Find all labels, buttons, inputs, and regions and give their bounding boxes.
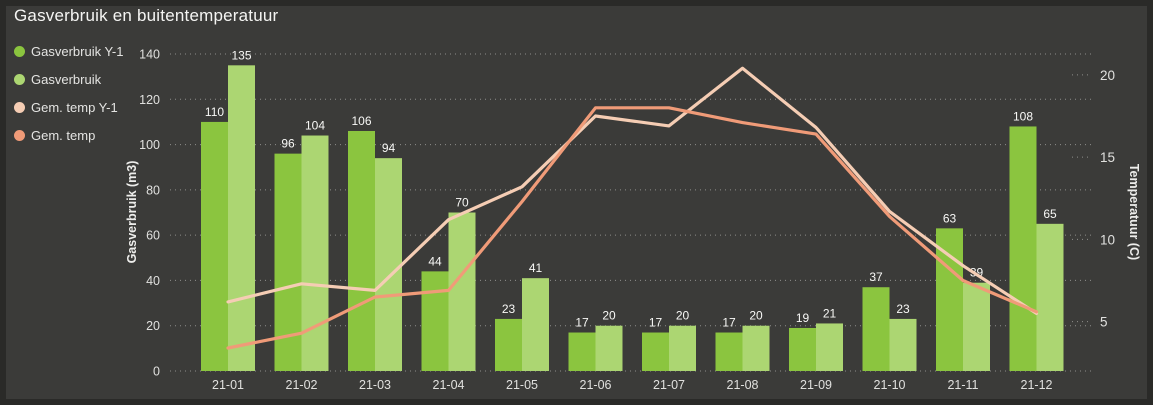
chart-title: Gasverbruik en buitentemperatuur [14, 6, 279, 25]
bar-gasverbruik-21-05[interactable] [522, 278, 549, 371]
x-axis-tick-label: 21-11 [947, 378, 978, 392]
bar-value-label: 17 [649, 316, 663, 330]
y-left-tick-label: 20 [146, 319, 160, 333]
bar-value-label: 20 [749, 309, 763, 323]
bar-value-label: 17 [722, 316, 736, 330]
y-right-tick-label: 15 [1100, 150, 1115, 165]
y-axis-title-right: Temperatuur (C) [1127, 163, 1141, 261]
legend-dot-icon [14, 73, 25, 85]
y-right-tick-label: 20 [1100, 68, 1115, 83]
bar-value-label: 21 [823, 306, 837, 320]
x-axis-tick-label: 21-05 [506, 378, 538, 392]
x-axis-tick-label: 21-09 [800, 378, 832, 392]
legend-dot-icon [14, 45, 25, 57]
x-axis-tick-label: 21-10 [874, 378, 906, 392]
x-axis-tick-label: 21-02 [286, 378, 318, 392]
bar-gasverbruik-21-09[interactable] [816, 323, 843, 371]
y-left-tick-label: 60 [146, 229, 160, 243]
bar-gasverbruik-y1-21-06[interactable] [568, 332, 596, 371]
bar-value-label: 41 [529, 261, 543, 275]
bar-gasverbruik-21-06[interactable] [595, 325, 623, 371]
bar-value-label: 135 [231, 48, 251, 62]
y-left-tick-label: 120 [139, 93, 160, 107]
bar-gasverbruik-y1-21-09[interactable] [789, 327, 816, 371]
y-right-tick-label: 10 [1100, 232, 1115, 247]
bar-gasverbruik-21-02[interactable] [301, 135, 329, 371]
bar-gasverbruik-21-04[interactable] [448, 212, 476, 372]
legend-label: Gem. temp [31, 127, 96, 143]
y-left-tick-label: 140 [139, 48, 160, 62]
bar-gasverbruik-21-12[interactable] [1036, 223, 1064, 371]
x-axis-tick-label: 21-07 [653, 378, 685, 392]
bar-value-label: 70 [455, 196, 469, 210]
bar-gasverbruik-y1-21-03[interactable] [348, 130, 375, 371]
bar-gasverbruik-21-11[interactable] [963, 282, 990, 371]
bar-value-label: 17 [575, 316, 589, 330]
bar-value-label: 108 [1013, 109, 1033, 123]
y-right-tick-label: 5 [1100, 315, 1108, 330]
bar-gasverbruik-y1-21-01[interactable] [201, 121, 228, 371]
y-left-tick-label: 40 [146, 274, 160, 288]
x-axis-tick-label: 21-03 [359, 378, 391, 392]
bar-value-label: 65 [1043, 207, 1057, 221]
x-axis-tick-label: 21-12 [1021, 378, 1053, 392]
legend-label: Gasverbruik [31, 71, 102, 87]
bar-value-label: 23 [896, 302, 910, 316]
bar-value-label: 37 [869, 270, 883, 284]
bar-gasverbruik-21-01[interactable] [228, 65, 255, 372]
legend-label: Gasverbruik Y-1 [31, 43, 124, 59]
legend-label: Gem. temp Y-1 [31, 99, 118, 115]
bar-gasverbruik-y1-21-11[interactable] [936, 228, 963, 371]
bar-value-label: 106 [351, 114, 371, 128]
bar-value-label: 63 [943, 211, 957, 225]
bar-gasverbruik-y1-21-04[interactable] [421, 271, 449, 371]
bar-gasverbruik-21-03[interactable] [375, 158, 402, 371]
legend-item-gasverbruik-y1[interactable]: Gasverbruik Y-1 [14, 37, 124, 65]
bar-gasverbruik-21-08[interactable] [742, 325, 770, 371]
x-axis-tick-label: 21-06 [580, 378, 612, 392]
legend-dot-icon [14, 129, 25, 141]
bar-value-label: 96 [281, 137, 295, 151]
legend: Gasverbruik Y-1 Gasverbruik Gem. temp Y-… [14, 37, 124, 149]
x-axis-tick-label: 21-01 [212, 378, 244, 392]
bar-gasverbruik-21-07[interactable] [669, 325, 696, 371]
line-gem-temp[interactable] [226, 106, 1039, 350]
bar-value-label: 23 [502, 302, 516, 316]
bar-gasverbruik-y1-21-10[interactable] [862, 287, 890, 371]
bar-value-label: 44 [428, 254, 442, 268]
y-axis-title-left: Gasverbruik (m3) [125, 160, 139, 264]
line-gem-temp-y1[interactable] [226, 66, 1039, 315]
bar-gasverbruik-21-10[interactable] [889, 318, 917, 371]
y-left-tick-label: 80 [146, 183, 160, 197]
x-axis-tick-label: 21-08 [727, 378, 759, 392]
bar-gasverbruik-y1-21-08[interactable] [715, 332, 743, 371]
bar-gasverbruik-y1-21-07[interactable] [642, 332, 669, 371]
bar-value-label: 20 [676, 309, 690, 323]
legend-item-gem-temp-y1[interactable]: Gem. temp Y-1 [14, 93, 124, 121]
bar-value-label: 20 [602, 309, 616, 323]
bar-value-label: 104 [305, 119, 325, 133]
bar-value-label: 19 [796, 311, 810, 325]
legend-dot-icon [14, 101, 25, 113]
bar-gasverbruik-y1-21-12[interactable] [1009, 126, 1037, 371]
legend-item-gem-temp[interactable]: Gem. temp [14, 121, 124, 149]
y-left-tick-label: 0 [153, 365, 160, 379]
y-left-tick-label: 100 [139, 138, 160, 152]
bar-value-label: 110 [205, 105, 224, 119]
bar-gasverbruik-y1-21-05[interactable] [495, 318, 522, 371]
bar-value-label: 94 [382, 141, 396, 155]
legend-item-gasverbruik[interactable]: Gasverbruik [14, 65, 124, 93]
x-axis-tick-label: 21-04 [433, 378, 465, 392]
